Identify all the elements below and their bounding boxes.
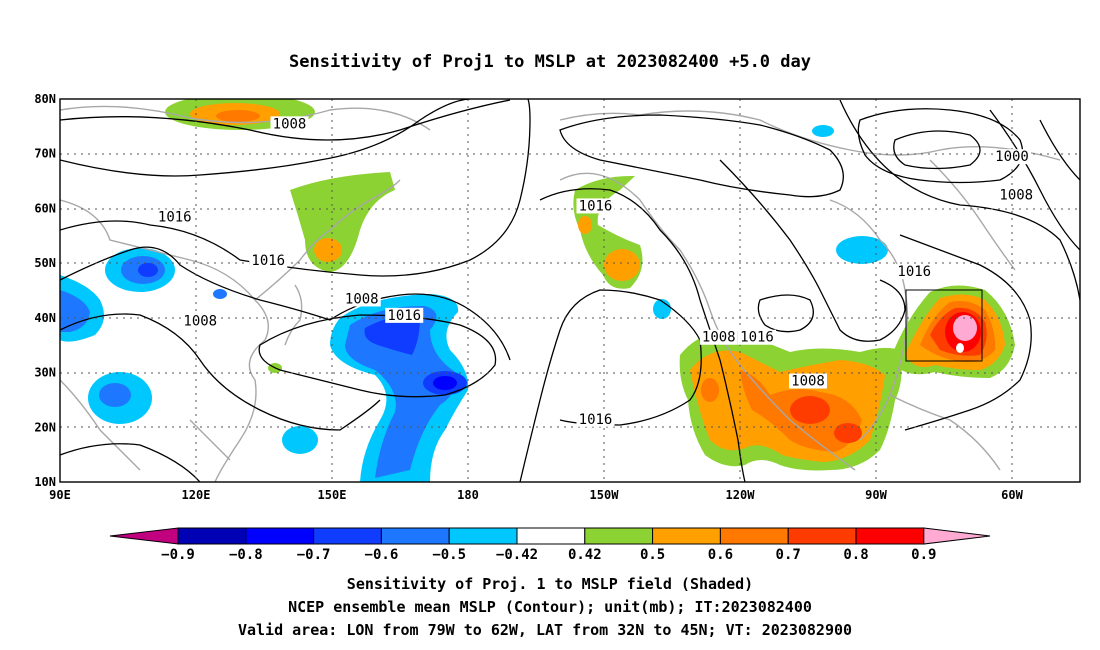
contour-label: 1008 xyxy=(791,374,825,390)
negative-sensitivity-area-central-pacific xyxy=(330,294,469,482)
lat-tick-label: 70N xyxy=(34,147,56,161)
contour-label-bg xyxy=(385,307,424,323)
lon-tick-label: 150E xyxy=(318,488,347,502)
contour-label-bg xyxy=(576,198,615,214)
contour-label-bg xyxy=(993,149,1031,165)
colorbar-tick-label: −0.7 xyxy=(297,547,331,563)
colorbar-segment xyxy=(584,527,654,545)
colorbar-tick-label: 0.42 xyxy=(568,547,602,563)
lat-tick-label: 60N xyxy=(34,201,56,215)
colorbar-segment xyxy=(313,527,382,545)
caption-line-2: NCEP ensemble mean MSLP (Contour); unit(… xyxy=(288,598,812,616)
coastlines xyxy=(60,105,1061,482)
latitude-ticks: 80N 70N 60N 50N 40N 30N 20N 10N xyxy=(34,92,56,489)
colorbar-segment xyxy=(719,527,789,545)
map-frame xyxy=(59,98,1081,483)
contour-label-bg xyxy=(699,329,738,345)
colorbar-segment xyxy=(855,527,925,545)
mslp-contours xyxy=(60,99,1080,482)
colorbar-segment xyxy=(380,527,450,545)
colorbar-segment xyxy=(177,527,247,545)
colorbar-segment xyxy=(516,527,586,545)
contour-label: 1008 xyxy=(999,187,1033,203)
colorbar-tick-label: −0.5 xyxy=(432,547,466,563)
caption-line-3: Valid area: LON from 79W to 62W, LAT fro… xyxy=(238,621,852,639)
contour-label-bg xyxy=(270,116,309,132)
contour-label-bg xyxy=(997,187,1036,203)
positive-sensitivity-area-eastern-pacific xyxy=(679,330,902,471)
colorbar-tick-label: −0.6 xyxy=(365,547,399,563)
lat-tick-label: 40N xyxy=(34,311,56,325)
lon-tick-label: 90W xyxy=(865,488,887,502)
contour-label: 1016 xyxy=(158,209,192,225)
lat-tick-label: 80N xyxy=(34,92,56,106)
lon-tick-label: 60W xyxy=(1001,488,1023,502)
longitude-ticks: 90E 120E 150E 180 150W 120W 90W 60W xyxy=(49,488,1023,502)
lon-tick-label: 90E xyxy=(49,488,71,502)
lat-tick-label: 30N xyxy=(34,366,56,380)
colorbar-tick-label: 0.9 xyxy=(911,547,936,563)
colorbar-tick-label: −0.8 xyxy=(229,547,263,563)
caption-line-1: Sensitivity of Proj. 1 to MSLP field (Sh… xyxy=(347,575,753,593)
colorbar-tick-label: 0.6 xyxy=(708,547,733,563)
contour-label: 1016 xyxy=(579,412,613,428)
map-grid xyxy=(60,99,1080,482)
contour-label: 1008 xyxy=(345,291,379,307)
sensitivity-shading xyxy=(60,99,1015,482)
contour-label: 1016 xyxy=(387,308,421,324)
contour-label-bg xyxy=(738,329,776,345)
colorbar-segment xyxy=(448,527,518,545)
positive-sensitivity-area-atlantic-max xyxy=(890,285,1015,378)
colorbar-tick-label: 0.8 xyxy=(843,547,868,563)
contour-label: 1008 xyxy=(273,116,307,132)
caption-block: Sensitivity of Proj. 1 to MSLP field (Sh… xyxy=(238,575,852,639)
lon-tick-label: 120W xyxy=(726,488,756,502)
contour-label: 1016 xyxy=(897,264,931,280)
contour-label-bg xyxy=(155,209,194,225)
lat-tick-label: 10N xyxy=(34,475,56,489)
colorbar: −0.9 −0.8 −0.7 −0.6 −0.5 −0.42 0.42 0.5 0.6 0.7 0.… xyxy=(109,527,991,563)
contour-label-bg xyxy=(789,373,827,389)
lon-tick-label: 120E xyxy=(182,488,211,502)
lat-tick-label: 20N xyxy=(34,420,56,434)
colorbar-extend-high xyxy=(923,527,991,545)
colorbar-segment xyxy=(245,527,315,545)
lon-tick-label: 150W xyxy=(590,488,620,502)
positive-sensitivity-area-japan xyxy=(290,172,395,272)
colorbar-tick-label: −0.42 xyxy=(496,547,538,563)
lon-tick-label: 180 xyxy=(457,488,479,502)
colorbar-tick-label: −0.9 xyxy=(161,547,195,563)
contour-label-bg xyxy=(249,253,288,269)
contour-label: 1016 xyxy=(740,330,774,346)
contour-label: 1008 xyxy=(183,313,217,329)
colorbar-segment xyxy=(787,527,857,545)
contour-label-bg xyxy=(576,411,615,427)
colorbar-tick-label: 0.7 xyxy=(776,547,801,563)
contour-label-bg xyxy=(895,264,934,280)
contour-label: 1008 xyxy=(702,330,736,346)
contour-label: 1000 xyxy=(995,149,1029,165)
contour-label-bg xyxy=(181,313,220,329)
lat-tick-label: 50N xyxy=(34,256,56,270)
colorbar-segment xyxy=(652,527,721,545)
contour-label: 1016 xyxy=(579,198,613,214)
colorbar-tick-label: 0.5 xyxy=(640,547,665,563)
contour-label-bg xyxy=(342,291,381,307)
valid-area-box xyxy=(905,289,983,362)
colorbar-extend-low xyxy=(109,527,179,545)
figure-title: Sensitivity of Proj1 to MSLP at 20230824… xyxy=(289,52,811,72)
contour-label: 1016 xyxy=(251,253,285,269)
